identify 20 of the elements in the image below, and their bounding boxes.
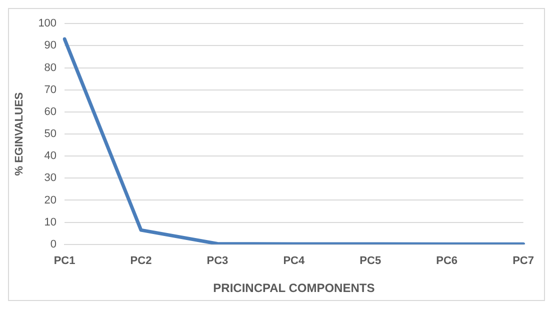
y-tick-label: 20 — [44, 194, 57, 206]
y-tick-label: 80 — [44, 62, 57, 74]
x-tick-label: PC2 — [130, 255, 152, 268]
x-tick-label: PC6 — [436, 255, 458, 268]
y-tick-label: 50 — [44, 128, 57, 140]
y-tick-label: 100 — [38, 18, 57, 30]
x-tick-label: PC3 — [206, 255, 228, 268]
x-tick-label: PC1 — [54, 255, 76, 268]
y-tick-label: 40 — [44, 150, 57, 162]
y-tick-label: 90 — [44, 40, 57, 52]
y-tick-label: 60 — [44, 106, 57, 118]
x-tick-label: PC5 — [360, 255, 382, 268]
y-tick-label: 70 — [44, 84, 57, 96]
y-tick-label: 30 — [44, 172, 57, 184]
y-axis-title: % EGINVALUES — [14, 92, 26, 176]
x-tick-label: PC7 — [512, 255, 534, 268]
y-tick-label: 0 — [50, 238, 57, 250]
x-tick-label: PC4 — [283, 255, 306, 268]
x-axis-title: PRICINCPAL COMPONENTS — [213, 281, 375, 296]
y-tick-label: 10 — [44, 216, 57, 228]
